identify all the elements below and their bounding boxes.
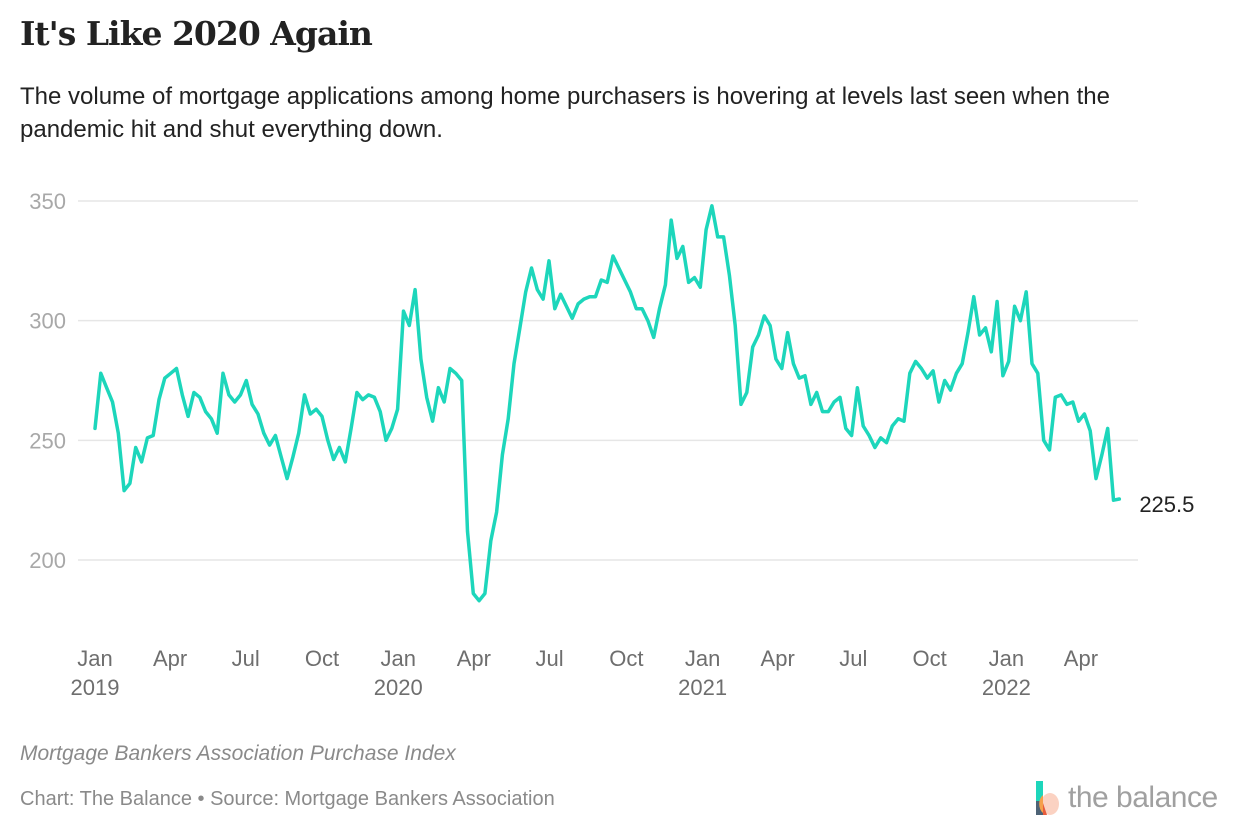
series-line-purchase-index	[93, 204, 1122, 603]
x-tick-label: Oct	[912, 646, 946, 671]
x-tick-label: Apr	[1064, 646, 1098, 671]
y-axis: 200 250 300 350	[29, 189, 66, 573]
end-value-label: 225.5	[1139, 492, 1194, 517]
x-tick-label: Apr	[761, 646, 795, 671]
logo-wordmark: the balance	[1068, 781, 1218, 814]
the-balance-logo-icon	[1036, 781, 1062, 815]
x-tick-year-label: 2019	[71, 675, 120, 700]
y-tick-label: 200	[29, 548, 66, 573]
x-tick-year-label: 2022	[982, 675, 1031, 700]
x-tick-label: Jul	[839, 646, 867, 671]
x-tick-label: Jan	[380, 646, 415, 671]
x-tick-label: Jan	[77, 646, 112, 671]
points-layer	[95, 206, 1119, 601]
x-tick-label: Oct	[609, 646, 643, 671]
x-tick-label: Apr	[457, 646, 491, 671]
chart-subtitle: The volume of mortgage applications amon…	[20, 83, 1110, 143]
the-balance-logo: the balance	[1036, 780, 1218, 816]
x-tick-label: Jul	[535, 646, 563, 671]
x-tick-label: Jan	[685, 646, 720, 671]
gridlines	[78, 200, 1138, 561]
chart-title: It's Like 2020 Again	[20, 14, 373, 53]
x-tick-label: Jul	[232, 646, 260, 671]
source-credit: Chart: The Balance • Source: Mortgage Ba…	[20, 788, 555, 810]
x-tick-year-label: 2020	[374, 675, 423, 700]
chart-caption: Mortgage Bankers Association Purchase In…	[20, 742, 456, 765]
x-tick-label: Apr	[153, 646, 187, 671]
x-axis: Jan 2019 Apr Jul Oct Jan 2020 Apr Jul Oct Jan 2021 A…	[71, 646, 1099, 700]
series-layer	[93, 204, 1122, 603]
x-tick-label: Jan	[989, 646, 1024, 671]
x-tick-label: Oct	[305, 646, 339, 671]
y-tick-label: 300	[29, 309, 66, 334]
x-tick-year-label: 2021	[678, 675, 727, 700]
y-tick-label: 250	[29, 428, 66, 453]
y-tick-label: 350	[29, 189, 66, 214]
